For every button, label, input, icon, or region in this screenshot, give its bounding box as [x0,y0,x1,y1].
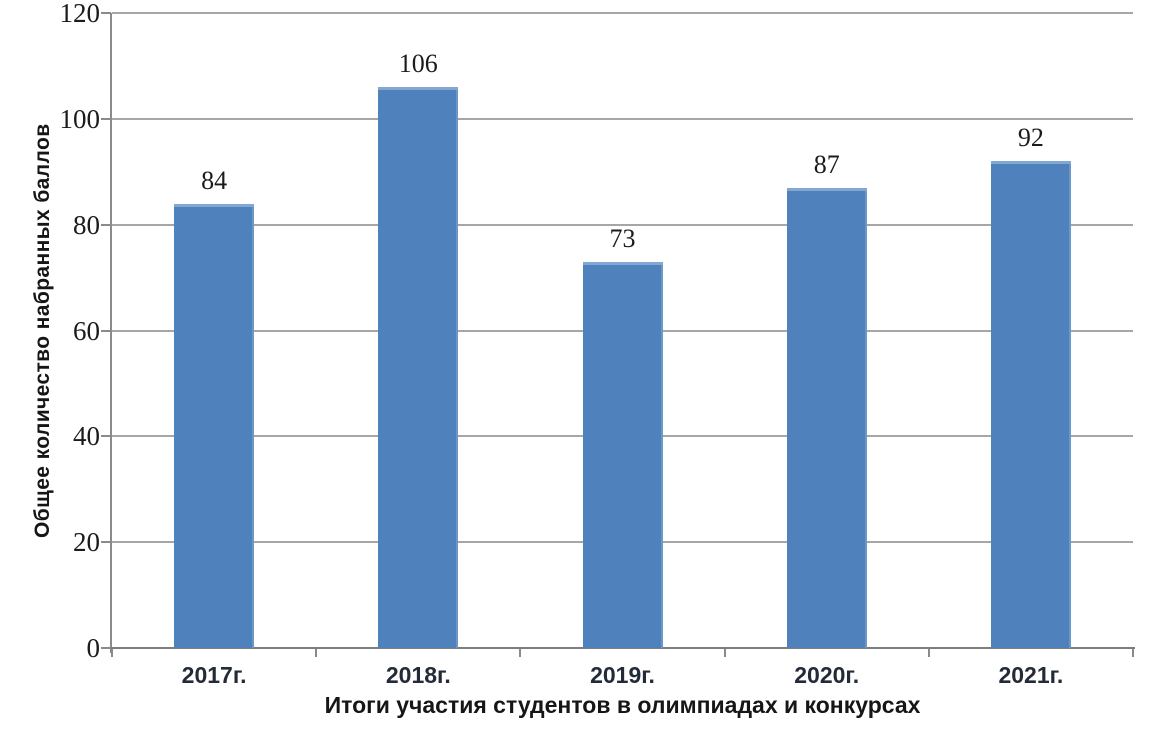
x-tick-label-2020г.: 2020г. [794,662,860,688]
x-tick-mark [111,649,113,657]
x-tick-mark [927,649,930,657]
gridline-y80 [112,223,1133,226]
bar-2020г. [786,187,867,648]
y-tick-label: 120 [59,0,101,28]
y-tick-mark [101,117,111,120]
y-tick-mark [101,223,111,226]
y-tick-label: 100 [59,103,101,134]
x-axis-line [104,647,1135,649]
y-tick-mark [101,329,111,332]
plot-area: 84 106 73 87 92 [112,12,1133,648]
bar-value-label: 106 [398,49,438,79]
y-tick-label: 20 [73,527,100,558]
bar-2021г. [990,161,1071,648]
x-tick-mark [315,649,318,657]
bar-value-label: 87 [813,149,840,179]
gridline-y120 [112,12,1133,14]
y-tick-label: 0 [86,633,101,663]
y-tick-label: 80 [73,209,100,240]
x-tick-label-2021г.: 2021г. [998,662,1064,688]
x-tick-mark [723,649,726,657]
bar-value-label: 73 [609,223,636,253]
gridline-y100 [112,117,1133,120]
y-tick-label: 60 [73,315,100,346]
y-tick-mark [101,647,111,649]
bar-2019г. [582,261,663,648]
bar-value-label: 84 [201,165,228,195]
y-tick-mark [101,12,111,14]
bar-value-label: 92 [1017,123,1044,153]
bar-2017г. [174,203,255,648]
y-axis-line [110,13,112,653]
x-tick-label-2018г.: 2018г. [385,662,451,688]
bar-2018г. [378,87,459,648]
y-tick-label: 40 [73,421,100,452]
x-tick-label-2017г.: 2017г. [181,662,247,688]
y-tick-mark [101,435,111,438]
x-tick-label-2019г.: 2019г. [590,662,655,688]
x-tick-mark [519,649,522,657]
x-tick-mark [1132,649,1134,657]
y-tick-mark [101,541,111,544]
x-axis-title: Итоги участия студентов в олимпиадах и к… [324,692,921,718]
